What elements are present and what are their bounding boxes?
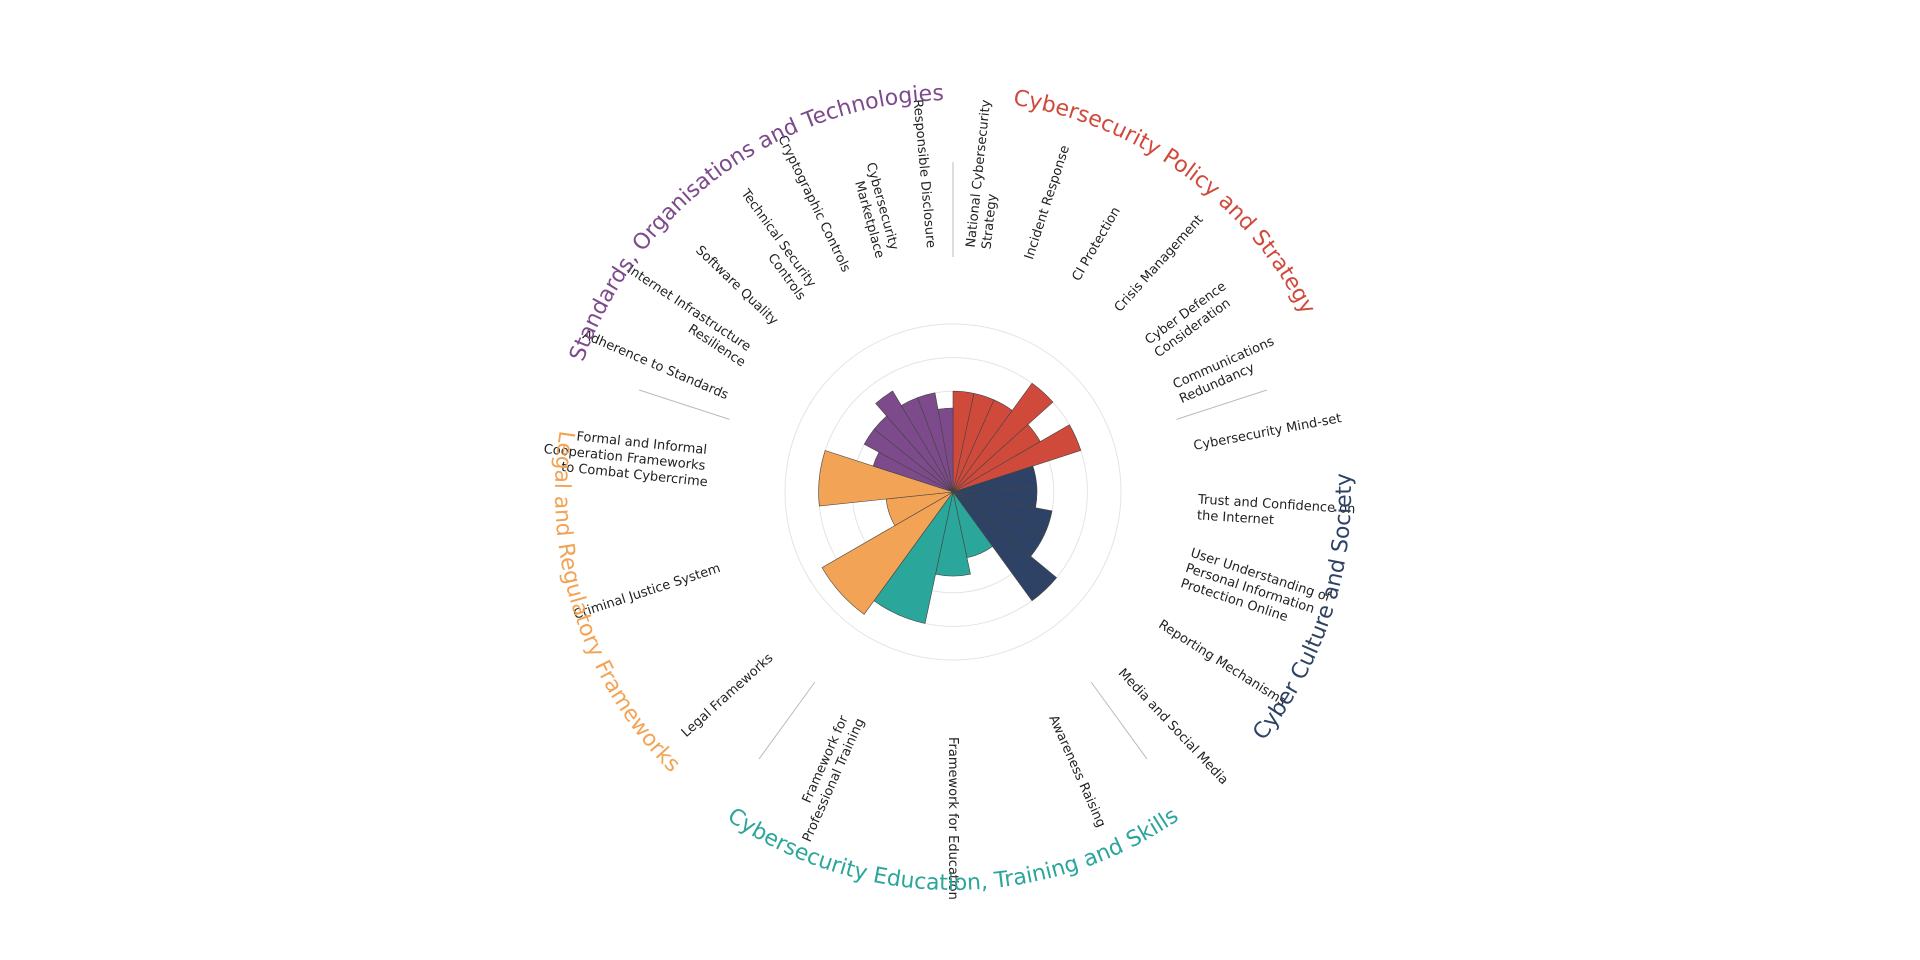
category-label: Formal and Informal Cooperation Framewor… bbox=[541, 426, 711, 490]
category-label: Criminal Justice System bbox=[572, 561, 723, 623]
group-divider bbox=[758, 681, 816, 760]
category-label: Awareness Raising bbox=[1045, 713, 1108, 830]
category-label: Cybersecurity Marketplace bbox=[847, 161, 902, 260]
grid-ring bbox=[784, 323, 1122, 661]
group-divider bbox=[638, 389, 730, 420]
category-label: Reporting Mechanisms bbox=[1156, 617, 1289, 709]
category-label: Media and Social Media bbox=[1115, 666, 1231, 788]
category-label: CI Protection bbox=[1069, 205, 1123, 284]
category-label: Framework for Professional Training bbox=[785, 710, 868, 845]
category-label: Communications Redundancy bbox=[1171, 333, 1287, 407]
category-label: Cybersecurity Mind-set bbox=[1192, 411, 1342, 454]
group-divider bbox=[1090, 681, 1148, 760]
wedge bbox=[952, 491, 1057, 602]
group-title-path: Cybersecurity Policy and Strategy bbox=[1012, 86, 1320, 319]
category-label: Cyber Defence Consideration bbox=[1142, 277, 1242, 361]
wedge bbox=[917, 392, 954, 493]
wedge bbox=[952, 382, 1054, 493]
category-label: Legal Frameworks bbox=[679, 651, 777, 741]
category-label: National Cybersecurity Strategy bbox=[964, 95, 1011, 250]
wedge bbox=[821, 491, 954, 615]
category-label: Responsible Disclosure bbox=[910, 99, 938, 249]
wedge bbox=[818, 450, 954, 507]
wedge bbox=[937, 407, 954, 493]
wedge bbox=[875, 390, 954, 493]
wedge bbox=[952, 424, 1082, 493]
group-title: Cybersecurity Policy and Strategy bbox=[1012, 86, 1320, 319]
category-label: Framework for Education bbox=[945, 737, 960, 900]
group-divider bbox=[1176, 389, 1268, 420]
category-label: Incident Response bbox=[1022, 144, 1073, 262]
